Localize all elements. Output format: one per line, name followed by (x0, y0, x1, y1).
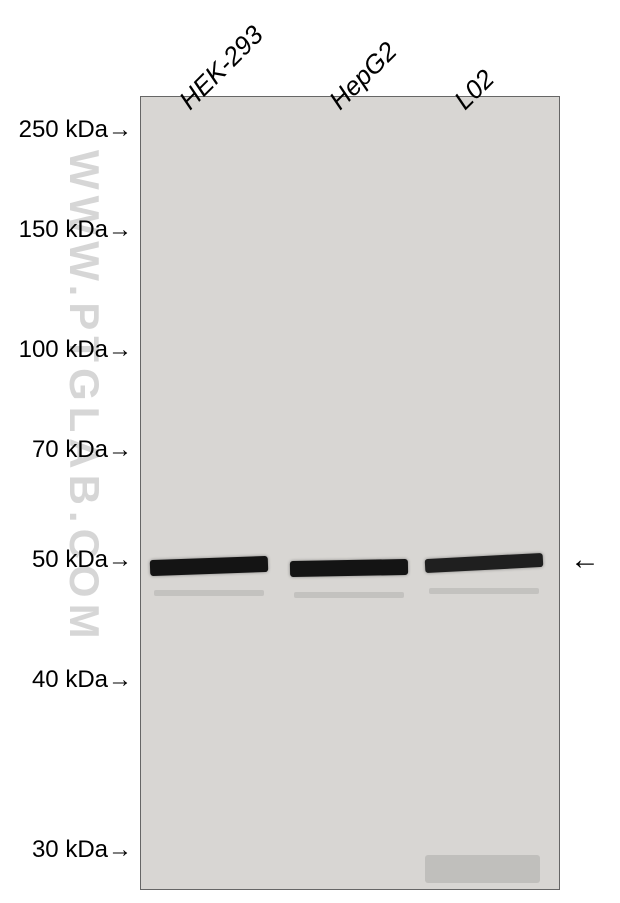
target-band-arrow-icon: ← (570, 543, 600, 577)
marker-label-2: 100 kDa→ (19, 336, 132, 364)
marker-arrow-icon: → (108, 116, 132, 144)
marker-text: 70 kDa (32, 436, 108, 463)
marker-text: 50 kDa (32, 546, 108, 573)
watermark-text: WWW.PTGLAB.COM (60, 150, 108, 850)
marker-text: 100 kDa (19, 336, 108, 363)
marker-arrow-icon: → (108, 216, 132, 244)
marker-label-5: 40 kDa→ (32, 666, 132, 694)
marker-text: 30 kDa (32, 836, 108, 863)
marker-arrow-icon: → (108, 436, 132, 464)
marker-arrow-icon: → (108, 336, 132, 364)
marker-label-4: 50 kDa→ (32, 546, 132, 574)
marker-label-6: 30 kDa→ (32, 836, 132, 864)
western-blot-container: WWW.PTGLAB.COM HEK-293HepG2L02 250 kDa→1… (0, 0, 620, 903)
marker-label-1: 150 kDa→ (19, 216, 132, 244)
faint-band-1 (294, 592, 404, 598)
protein-band-1 (290, 559, 408, 577)
marker-text: 250 kDa (19, 116, 108, 143)
marker-label-3: 70 kDa→ (32, 436, 132, 464)
faint-band-0 (154, 590, 264, 596)
marker-text: 150 kDa (19, 216, 108, 243)
smear-0 (425, 855, 540, 883)
marker-arrow-icon: → (108, 836, 132, 864)
marker-arrow-icon: → (108, 666, 132, 694)
faint-band-2 (429, 588, 539, 594)
marker-arrow-icon: → (108, 546, 132, 574)
blot-membrane (140, 96, 560, 890)
marker-label-0: 250 kDa→ (19, 116, 132, 144)
marker-text: 40 kDa (32, 666, 108, 693)
